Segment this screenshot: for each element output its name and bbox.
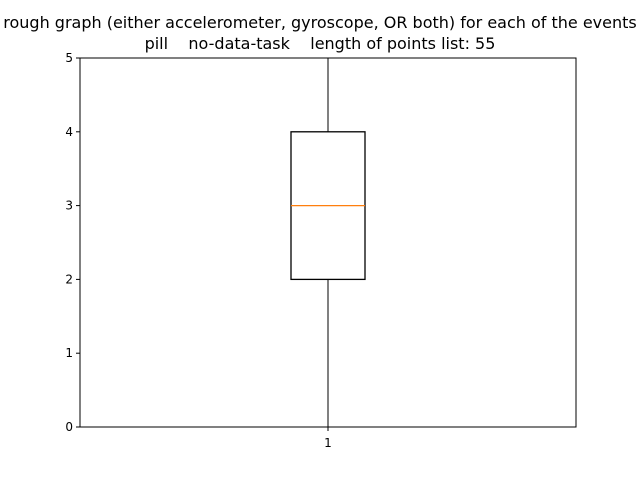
y-tick-label: 5 [65,51,73,65]
y-tick-label: 1 [65,346,73,360]
y-tick-label: 0 [65,420,73,434]
chart-title-line-1: rough graph (either accelerometer, gyros… [3,13,637,32]
x-axis-ticks: 1 [324,427,332,450]
plot-frame [79,57,577,428]
y-tick-label: 2 [65,272,73,286]
chart-title-line-2: pill no-data-task length of points list:… [144,34,496,53]
x-tick-label: 1 [324,436,332,450]
box-plot-group [290,57,366,428]
y-tick-label: 4 [65,125,73,139]
y-axis-ticks: 0 1 2 3 4 5 [65,51,80,434]
y-tick-label: 3 [65,199,73,213]
